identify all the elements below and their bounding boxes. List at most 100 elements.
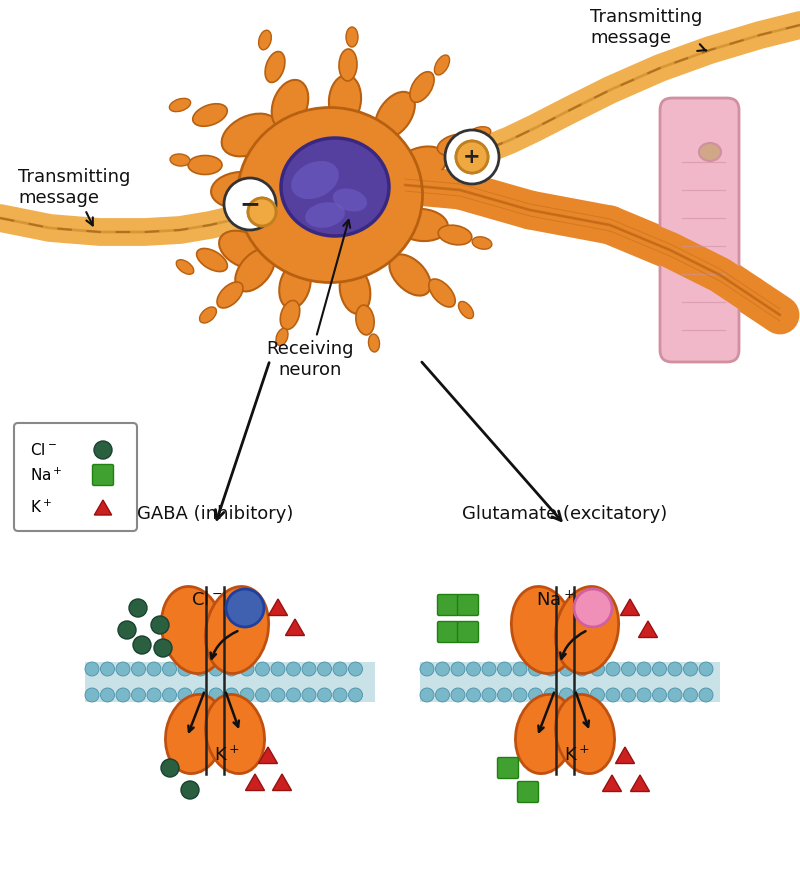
Ellipse shape xyxy=(265,51,285,83)
Ellipse shape xyxy=(375,92,415,138)
Circle shape xyxy=(162,688,177,702)
Circle shape xyxy=(147,662,161,676)
Text: Transmitting
message: Transmitting message xyxy=(18,168,130,226)
Ellipse shape xyxy=(305,202,345,228)
Circle shape xyxy=(118,621,136,639)
Circle shape xyxy=(544,662,558,676)
Ellipse shape xyxy=(410,71,434,102)
Circle shape xyxy=(699,662,713,676)
Circle shape xyxy=(482,662,496,676)
Circle shape xyxy=(451,688,465,702)
Circle shape xyxy=(451,662,465,676)
Circle shape xyxy=(513,688,527,702)
Circle shape xyxy=(131,662,146,676)
Circle shape xyxy=(271,688,285,702)
Ellipse shape xyxy=(217,282,243,308)
Circle shape xyxy=(420,662,434,676)
Ellipse shape xyxy=(458,302,474,318)
Circle shape xyxy=(574,589,612,627)
Ellipse shape xyxy=(258,30,271,49)
Circle shape xyxy=(318,662,331,676)
Circle shape xyxy=(133,636,151,654)
Circle shape xyxy=(420,688,434,702)
Ellipse shape xyxy=(188,155,222,175)
Ellipse shape xyxy=(176,259,194,274)
Ellipse shape xyxy=(281,138,389,236)
Circle shape xyxy=(668,662,682,676)
Ellipse shape xyxy=(356,305,374,335)
Circle shape xyxy=(622,688,635,702)
Circle shape xyxy=(466,688,481,702)
Circle shape xyxy=(559,662,574,676)
Circle shape xyxy=(116,662,130,676)
FancyBboxPatch shape xyxy=(458,594,478,616)
Circle shape xyxy=(85,662,99,676)
Ellipse shape xyxy=(276,328,288,346)
Circle shape xyxy=(240,662,254,676)
Ellipse shape xyxy=(339,49,357,81)
Ellipse shape xyxy=(170,154,190,166)
FancyBboxPatch shape xyxy=(93,465,114,485)
Ellipse shape xyxy=(206,587,269,674)
Text: K$^+$: K$^+$ xyxy=(30,498,52,516)
Bar xyxy=(85,662,375,702)
Circle shape xyxy=(333,688,347,702)
Ellipse shape xyxy=(396,209,448,241)
Circle shape xyxy=(622,662,635,676)
Circle shape xyxy=(498,662,511,676)
Circle shape xyxy=(302,662,316,676)
Circle shape xyxy=(445,130,499,184)
Text: GABA (inhibitory): GABA (inhibitory) xyxy=(137,505,293,523)
Circle shape xyxy=(131,688,146,702)
Circle shape xyxy=(559,688,574,702)
Ellipse shape xyxy=(272,80,308,131)
Circle shape xyxy=(318,688,331,702)
FancyBboxPatch shape xyxy=(14,423,137,531)
Ellipse shape xyxy=(219,231,271,269)
Circle shape xyxy=(225,662,238,676)
Ellipse shape xyxy=(469,127,491,139)
Ellipse shape xyxy=(472,236,492,250)
Ellipse shape xyxy=(193,104,227,126)
FancyBboxPatch shape xyxy=(660,98,739,362)
Circle shape xyxy=(161,759,179,777)
Circle shape xyxy=(151,616,169,634)
Ellipse shape xyxy=(390,254,430,295)
Circle shape xyxy=(255,662,270,676)
Circle shape xyxy=(590,662,605,676)
Circle shape xyxy=(456,141,488,173)
Text: Na$^+$: Na$^+$ xyxy=(536,590,574,609)
Circle shape xyxy=(101,688,114,702)
Circle shape xyxy=(286,662,301,676)
Text: Transmitting
message: Transmitting message xyxy=(590,8,706,51)
Ellipse shape xyxy=(280,301,300,330)
Ellipse shape xyxy=(438,134,473,156)
Ellipse shape xyxy=(340,266,370,314)
Ellipse shape xyxy=(211,172,269,208)
Circle shape xyxy=(286,688,301,702)
Ellipse shape xyxy=(279,261,310,309)
Circle shape xyxy=(248,198,276,226)
Circle shape xyxy=(178,688,192,702)
Circle shape xyxy=(226,589,264,627)
Ellipse shape xyxy=(515,694,574,774)
Circle shape xyxy=(94,441,112,459)
Circle shape xyxy=(498,688,511,702)
Ellipse shape xyxy=(291,161,339,199)
Circle shape xyxy=(162,662,177,676)
Circle shape xyxy=(101,662,114,676)
Circle shape xyxy=(529,662,542,676)
Text: Glutamate (excitatory): Glutamate (excitatory) xyxy=(462,505,668,523)
Circle shape xyxy=(349,688,362,702)
Circle shape xyxy=(302,688,316,702)
Circle shape xyxy=(575,688,589,702)
Ellipse shape xyxy=(555,587,618,674)
Circle shape xyxy=(683,662,698,676)
Circle shape xyxy=(147,688,161,702)
Text: K$^+$: K$^+$ xyxy=(564,745,590,765)
Text: Cl$^-$: Cl$^-$ xyxy=(191,591,222,609)
Circle shape xyxy=(209,688,223,702)
Circle shape xyxy=(178,662,192,676)
Text: +: + xyxy=(463,147,481,167)
Circle shape xyxy=(209,662,223,676)
